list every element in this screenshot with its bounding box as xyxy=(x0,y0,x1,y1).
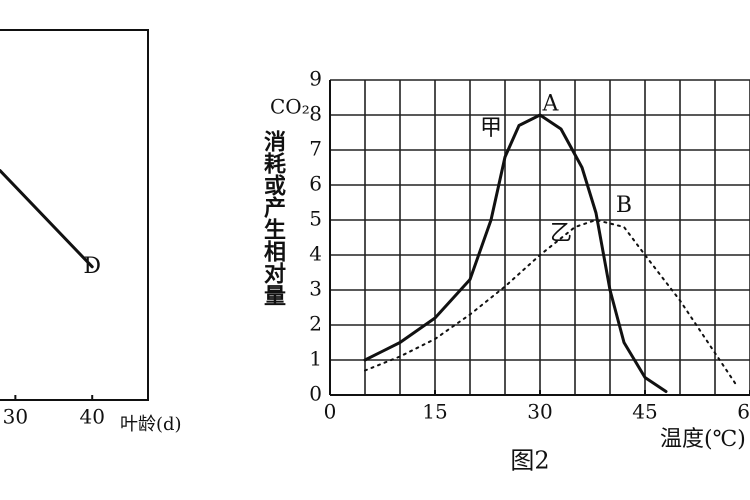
y-tick-label: 7 xyxy=(309,137,322,161)
x-tick-label: 40 xyxy=(79,405,104,429)
x-tick-label: 0 xyxy=(324,400,337,424)
x-tick-label: 45 xyxy=(632,400,657,424)
annotation: 乙 xyxy=(550,221,572,246)
y-tick-label: 5 xyxy=(309,207,322,231)
y-tick-label: 8 xyxy=(309,102,322,126)
series-line xyxy=(363,113,668,393)
y-tick-label: 1 xyxy=(309,347,322,371)
frame xyxy=(0,29,149,401)
annotation: 甲 xyxy=(480,116,502,141)
x-tick-label: 15 xyxy=(422,400,447,424)
series-line xyxy=(364,219,737,386)
annotation: D xyxy=(83,254,101,279)
x-label: 温度(℃) xyxy=(660,427,746,452)
x-tick-label: 30 xyxy=(3,405,28,429)
series-line xyxy=(0,169,94,269)
y-tick-label: 9 xyxy=(309,67,322,91)
chart-title: 图2 xyxy=(510,447,549,475)
y-label-1: CO₂ xyxy=(270,95,310,119)
x-tick-label: 60 xyxy=(737,400,750,424)
y-tick-label: 0 xyxy=(309,382,322,406)
x-tick-label: 30 xyxy=(527,400,552,424)
y-tick-label: 3 xyxy=(309,277,322,301)
y-tick-label: 2 xyxy=(309,312,322,336)
y-tick-label: 6 xyxy=(309,172,322,196)
y-label-2: 消耗或产生相对量 xyxy=(260,130,286,306)
y-tick-label: 4 xyxy=(309,242,322,266)
annotation: B xyxy=(616,193,632,218)
x-label-left: 叶龄(d) xyxy=(120,414,182,435)
annotation: A xyxy=(542,92,560,117)
